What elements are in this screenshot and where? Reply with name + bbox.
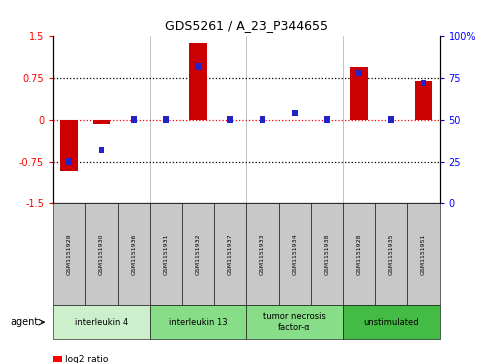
- Text: GSM1151928: GSM1151928: [356, 233, 362, 275]
- Text: GSM1151936: GSM1151936: [131, 233, 136, 275]
- Text: GSM1151931: GSM1151931: [163, 233, 169, 275]
- Bar: [60, 120, 78, 171]
- Text: tumor necrosis
factor-α: tumor necrosis factor-α: [263, 313, 326, 332]
- Bar: [421, 80, 426, 86]
- Bar: [292, 110, 298, 117]
- Text: interleukin 13: interleukin 13: [169, 318, 227, 327]
- Bar: [66, 158, 72, 165]
- Bar: [93, 120, 110, 124]
- Text: GSM1151937: GSM1151937: [227, 233, 233, 275]
- Text: GSM1151934: GSM1151934: [292, 233, 297, 275]
- Text: log2 ratio: log2 ratio: [65, 355, 108, 363]
- Text: interleukin 4: interleukin 4: [75, 318, 128, 327]
- Bar: [131, 117, 137, 123]
- Text: GSM1151933: GSM1151933: [260, 233, 265, 275]
- Bar: [388, 117, 394, 123]
- Text: agent: agent: [11, 317, 39, 327]
- Text: unstimulated: unstimulated: [363, 318, 419, 327]
- Text: GSM1151938: GSM1151938: [324, 233, 329, 275]
- Bar: [259, 117, 265, 123]
- Bar: [189, 43, 207, 120]
- Text: GSM1151930: GSM1151930: [99, 233, 104, 275]
- Bar: [163, 117, 169, 123]
- Bar: [350, 67, 368, 120]
- Text: GSM1151932: GSM1151932: [196, 233, 200, 275]
- Text: GSM1151935: GSM1151935: [389, 233, 394, 275]
- Text: GSM1151929: GSM1151929: [67, 233, 72, 275]
- Bar: [414, 81, 432, 120]
- Bar: [324, 117, 330, 123]
- Bar: [356, 70, 362, 76]
- Bar: [227, 117, 233, 123]
- Title: GDS5261 / A_23_P344655: GDS5261 / A_23_P344655: [165, 19, 328, 32]
- Text: GSM1151951: GSM1151951: [421, 233, 426, 275]
- Bar: [195, 63, 201, 70]
- Bar: [99, 147, 104, 153]
